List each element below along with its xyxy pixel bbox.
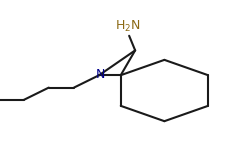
Text: H$_2$N: H$_2$N [115,19,141,34]
Text: N: N [96,68,105,81]
